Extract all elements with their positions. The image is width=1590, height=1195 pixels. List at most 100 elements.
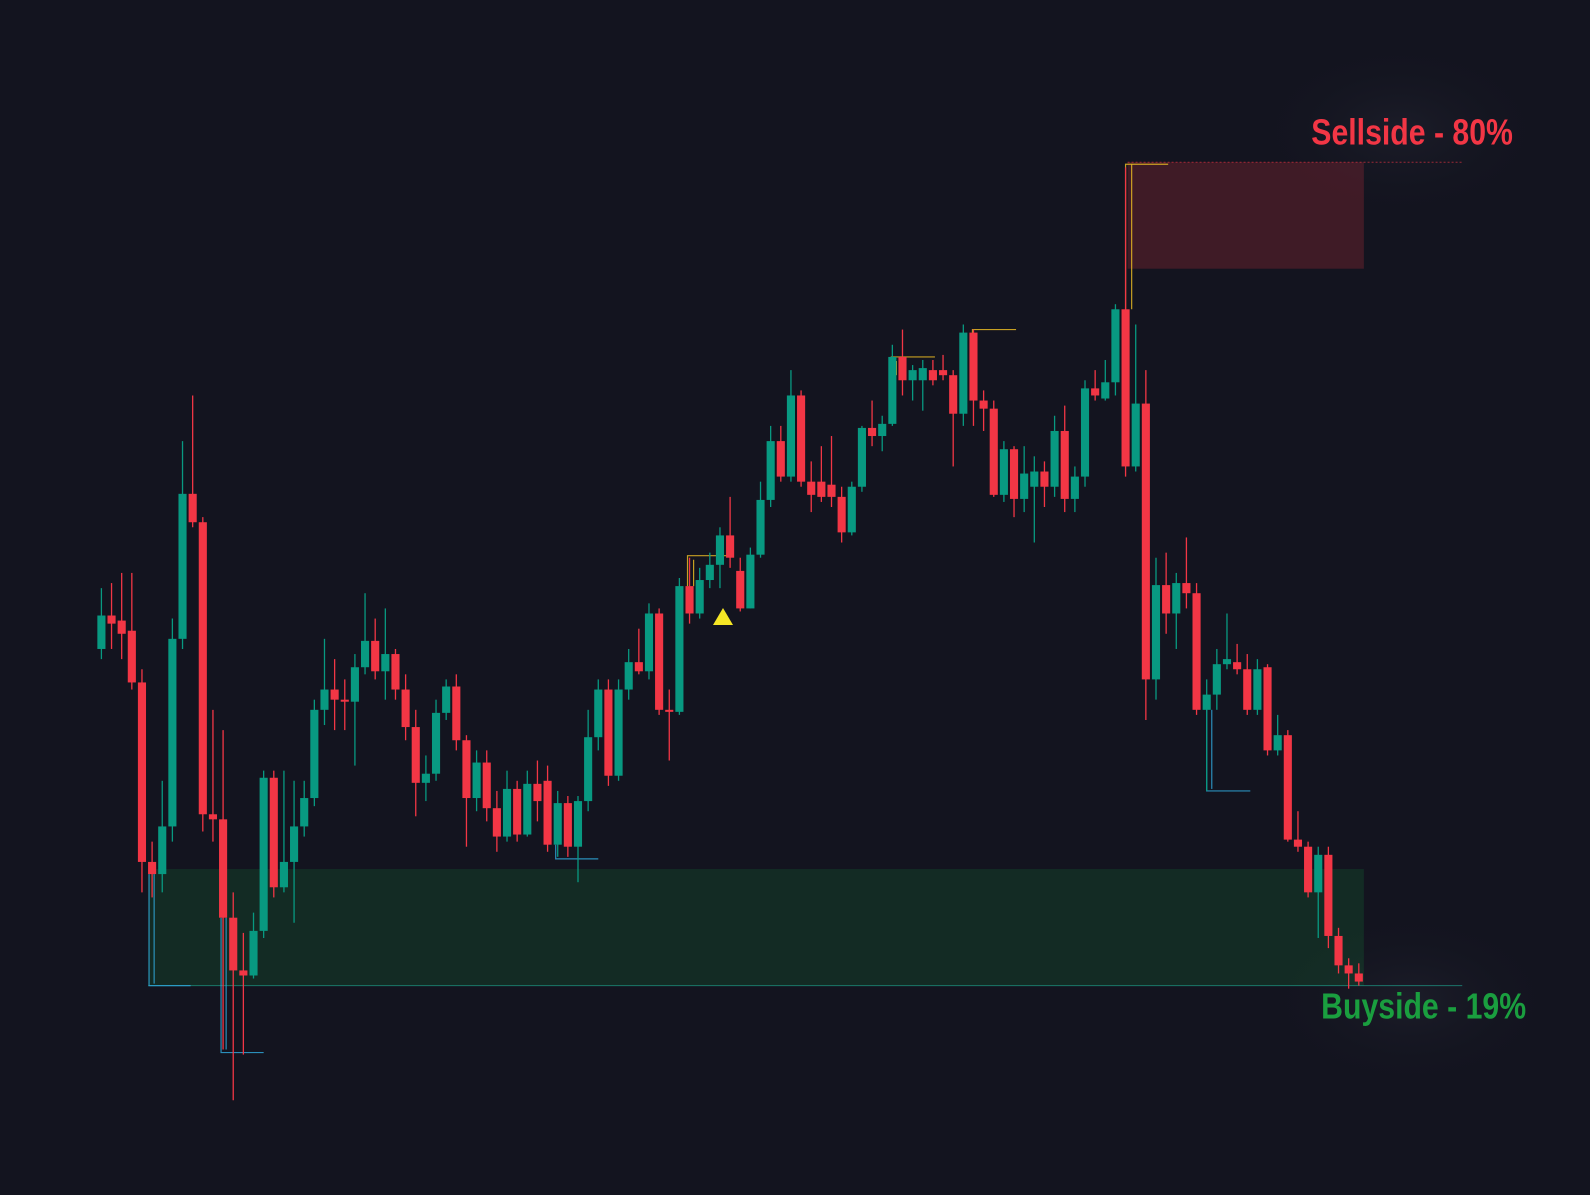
candle-body <box>1273 735 1282 751</box>
candle-body <box>665 709 674 712</box>
candle-body <box>868 427 877 437</box>
candle-body <box>837 496 846 533</box>
zones <box>148 161 1463 987</box>
candle-body <box>401 689 410 728</box>
candle-body <box>1202 694 1211 710</box>
candle-body <box>300 798 309 827</box>
candle-body <box>1050 430 1059 487</box>
candle-body <box>736 570 745 609</box>
candle-body <box>1141 403 1150 680</box>
candle-body <box>523 783 532 835</box>
candle-body <box>229 917 238 971</box>
candle-body <box>158 826 167 875</box>
candle-body <box>979 400 988 409</box>
candle-body <box>1080 388 1090 477</box>
candle-body <box>999 449 1008 495</box>
candle-body <box>239 970 248 976</box>
candle-body <box>371 640 380 672</box>
candle-body <box>1304 846 1313 893</box>
candle-body <box>1030 471 1039 487</box>
candle-body <box>117 620 126 634</box>
candle-body <box>340 699 349 702</box>
candle-body <box>421 773 430 783</box>
candle-body <box>878 423 887 437</box>
candle-body <box>1243 669 1252 710</box>
candle-body <box>137 682 147 862</box>
candle-body <box>776 441 785 477</box>
candle-body <box>726 535 735 558</box>
candle-body <box>1263 667 1272 751</box>
candle-body <box>472 762 481 799</box>
candle-body <box>1091 388 1100 396</box>
candle-body <box>857 427 866 487</box>
candle-body <box>989 408 998 495</box>
candle-body <box>411 727 420 783</box>
candle-body <box>1009 449 1019 499</box>
candle-body <box>431 712 441 774</box>
candle-body <box>695 580 704 614</box>
candle-body <box>959 332 968 414</box>
candle-body <box>310 709 319 799</box>
candle-body <box>198 522 207 815</box>
candles <box>97 167 1363 1101</box>
candle-body <box>928 370 937 381</box>
candle-body <box>502 788 512 837</box>
candle-body <box>797 395 806 482</box>
candle-body <box>1212 664 1221 695</box>
candle-body <box>97 615 106 649</box>
candle-body <box>1334 935 1343 966</box>
candle-body <box>888 356 897 424</box>
candle-body <box>685 586 694 614</box>
candle-body <box>219 819 228 918</box>
candle-body <box>1070 476 1079 499</box>
candle-body <box>766 441 775 500</box>
candle-body <box>279 861 288 888</box>
candle-body <box>1344 965 1353 974</box>
labels: Sellside - 80% Buyside - 19% <box>1311 113 1526 1027</box>
candle-body <box>1233 662 1242 670</box>
candle-body <box>442 686 451 713</box>
candle-body <box>908 370 917 381</box>
candle-body <box>938 370 948 376</box>
candle-body <box>827 484 836 497</box>
candle-body <box>1182 583 1191 594</box>
candle-body <box>492 808 501 837</box>
candle-body <box>786 395 795 477</box>
candle-body <box>148 861 157 875</box>
candle-body <box>573 801 583 847</box>
candle-body <box>705 564 714 581</box>
candle-body <box>675 586 684 712</box>
candle-body <box>360 640 370 668</box>
candle-body <box>807 481 816 495</box>
candle-body <box>655 613 664 710</box>
candle-body <box>543 780 552 845</box>
candle-body <box>563 803 572 847</box>
candle-body <box>1131 403 1140 467</box>
candle-body <box>624 662 633 690</box>
candle-body <box>553 803 562 845</box>
candle-body <box>320 689 329 710</box>
candle-body <box>847 486 856 533</box>
candle-body <box>604 689 613 776</box>
candle-body <box>533 783 542 802</box>
candle-body <box>1253 669 1262 710</box>
candle-body <box>391 654 400 690</box>
candle-body <box>1040 471 1049 487</box>
candle-body <box>350 667 359 702</box>
zone <box>148 869 1364 986</box>
candle-body <box>918 368 927 381</box>
candle-body <box>817 481 826 497</box>
candle-body <box>1293 839 1303 847</box>
candle-body <box>178 493 187 639</box>
zone <box>1127 162 1364 269</box>
candle-body <box>168 638 177 827</box>
candle-body <box>1060 430 1069 499</box>
signal-triangle <box>713 608 733 625</box>
candle-body <box>1283 735 1292 840</box>
candle-body <box>1172 583 1181 614</box>
candle-body <box>452 686 461 741</box>
candle-body <box>949 375 958 414</box>
candle-body <box>208 814 218 820</box>
